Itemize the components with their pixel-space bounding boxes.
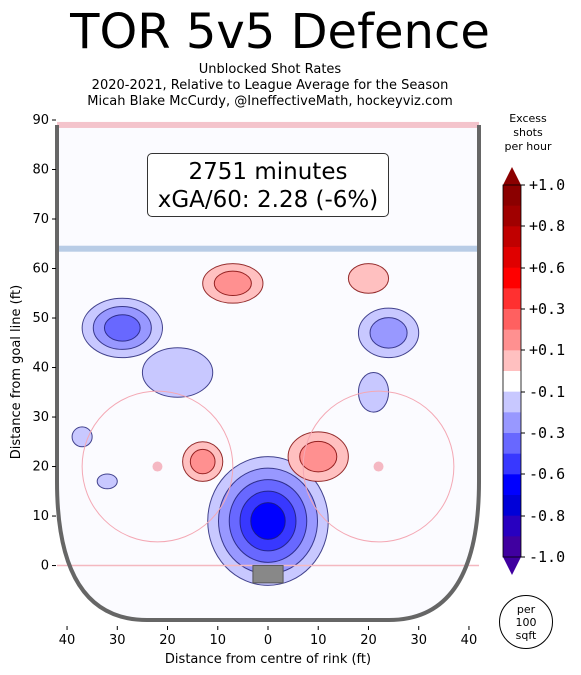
x-tick-label-6: 20	[360, 633, 377, 648]
y-axis-label: Distance from goal line (ft)	[9, 285, 24, 459]
y-tick-label-5: 50	[32, 311, 49, 326]
y-tick-label-7: 70	[32, 212, 49, 227]
scale-note-line-2: 100	[515, 616, 537, 629]
x-tick-label-5: 10	[310, 633, 327, 648]
colorbar-band-13	[503, 453, 521, 475]
colorbar-frame	[502, 184, 522, 558]
scale-note-line-3: sqft	[515, 629, 537, 642]
colorbar-title: Excess shots per hour	[500, 112, 556, 154]
contour-blue-3-ring-0	[141, 347, 214, 398]
chart-title: TOR 5v5 Defence	[70, 4, 490, 60]
faceoff-dot-0	[152, 461, 163, 472]
y-tick-label-9: 90	[32, 113, 49, 128]
colorbar-bottom-arrow	[503, 557, 521, 575]
faceoff-circle-0	[81, 390, 234, 543]
contour-red-8-ring-1	[299, 440, 338, 473]
faceoff-dot-1	[373, 461, 384, 472]
x-tick-label-3: 10	[209, 633, 226, 648]
x-tick-label-0: 40	[59, 633, 76, 648]
colorbar-band-12	[503, 433, 521, 455]
x-tick-label-2: 20	[159, 633, 176, 648]
colorbar-band-9	[503, 371, 521, 393]
colorbar-tick-label-9: -1.0	[529, 548, 565, 566]
contour-blue-4-ring-0	[357, 371, 390, 413]
scale-note-line-1: per	[516, 603, 536, 616]
x-tick-label-1: 30	[109, 633, 126, 648]
colorbar-band-4	[503, 267, 521, 289]
subtitle-line-2: 2020-2021, Relative to League Average fo…	[91, 78, 449, 93]
colorbar-title-line-2: shots	[513, 126, 543, 139]
colorbar-band-10	[503, 391, 521, 413]
colorbar-band-11	[503, 412, 521, 434]
colorbar-band-17	[503, 536, 521, 558]
y-tick-label-1: 10	[32, 509, 49, 524]
colorbar-band-3	[503, 247, 521, 269]
rink-boards	[55, 124, 481, 622]
colorbar-tick-label-5: -0.1	[529, 383, 565, 401]
colorbar-band-0	[503, 185, 521, 207]
contour-blue-0-ring-4	[250, 502, 286, 540]
colorbar-top-arrow	[503, 167, 521, 185]
colorbar-tick-label-7: -0.6	[529, 465, 565, 483]
y-tick-label-3: 30	[32, 410, 49, 425]
y-tick-label-6: 60	[32, 262, 49, 277]
xga-text: xGA/60: 2.28 (-6%)	[157, 187, 379, 213]
contour-blue-1-ring-2	[103, 314, 141, 342]
colorbar-band-1	[503, 205, 521, 227]
y-tick-label-8: 80	[32, 163, 49, 178]
x-tick-label-7: 30	[410, 633, 427, 648]
contour-red-7-ring-1	[189, 448, 216, 475]
chart-axes: 40 30 20 10 0 10 20 30 40 0 10 20 30 40 50 60 70 80 90	[32, 113, 477, 648]
colorbar-band-7	[503, 329, 521, 351]
contour-blue-5-ring-0	[71, 426, 93, 448]
colorbar-band-8	[503, 350, 521, 372]
x-tick-label-8: 40	[461, 633, 478, 648]
contour-blue-6-ring-0	[96, 473, 118, 490]
colorbar-band-14	[503, 474, 521, 496]
subtitle-line-1: Unblocked Shot Rates	[198, 62, 342, 77]
colorbar-band-6	[503, 309, 521, 331]
goal-net	[252, 565, 284, 584]
x-tick-label-4: 0	[264, 633, 272, 648]
minutes-text: 2751 minutes	[188, 159, 348, 185]
colorbar-band-5	[503, 288, 521, 310]
colorbar-title-line-1: Excess	[509, 112, 547, 125]
contour-red-10-ring-0	[347, 263, 390, 294]
heatmap-contours	[71, 263, 420, 586]
colorbar-tick-label-2: +0.6	[529, 259, 565, 277]
colorbar-tick-label-0: +1.0	[529, 176, 565, 194]
colorbar-band-16	[503, 515, 521, 537]
center-red-line	[57, 121, 479, 128]
y-tick-label-2: 20	[32, 460, 49, 475]
colorbar-tick-label-6: -0.3	[529, 424, 565, 442]
colorbar-tick-label-3: +0.3	[529, 300, 565, 318]
colorbar-title-line-3: per hour	[504, 140, 552, 153]
faceoff-circle-1	[302, 390, 455, 543]
contour-red-9-ring-1	[213, 270, 252, 297]
y-tick-label-4: 40	[32, 361, 49, 376]
area-scale-note: per 100 sqft	[499, 595, 553, 649]
colorbar-tick-label-4: +0.1	[529, 341, 565, 359]
rink-markings	[55, 121, 481, 622]
y-tick-label-0: 0	[41, 559, 49, 574]
blue-line	[57, 245, 479, 252]
colorbar-tick-label-8: -0.8	[529, 507, 565, 525]
colorbar-band-2	[503, 226, 521, 248]
colorbar-tick-label-1: +0.8	[529, 217, 565, 235]
subtitle-line-3: Micah Blake McCurdy, @IneffectiveMath, h…	[87, 94, 453, 109]
x-axis-label: Distance from centre of rink (ft)	[165, 652, 371, 667]
colorbar: +1.0 +0.8 +0.6 +0.3 +0.1 -0.1 -0.3 -0.6 -0.8 -1.0	[502, 167, 565, 575]
colorbar-band-15	[503, 495, 521, 517]
summary-box: 2751 minutes xGA/60: 2.28 (-6%)	[147, 153, 389, 217]
contour-blue-2-ring-1	[369, 317, 408, 349]
